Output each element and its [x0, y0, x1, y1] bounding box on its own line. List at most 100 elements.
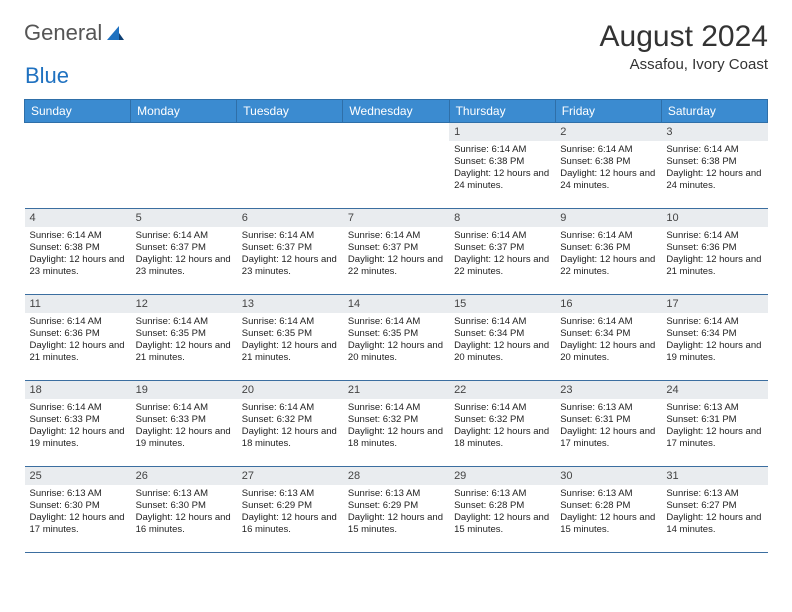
day-number: 10: [661, 209, 767, 227]
day-number: 30: [555, 467, 661, 485]
calendar-cell: 23Sunrise: 6:13 AMSunset: 6:31 PMDayligh…: [555, 381, 661, 467]
day-number: 25: [25, 467, 131, 485]
calendar-cell: 11Sunrise: 6:14 AMSunset: 6:36 PMDayligh…: [25, 295, 131, 381]
day-body: Sunrise: 6:14 AMSunset: 6:34 PMDaylight:…: [555, 313, 661, 368]
day-number: 14: [343, 295, 449, 313]
calendar-cell: 16Sunrise: 6:14 AMSunset: 6:34 PMDayligh…: [555, 295, 661, 381]
calendar-row: 11Sunrise: 6:14 AMSunset: 6:36 PMDayligh…: [25, 295, 768, 381]
day-body: Sunrise: 6:13 AMSunset: 6:29 PMDaylight:…: [343, 485, 449, 540]
day-body: Sunrise: 6:14 AMSunset: 6:38 PMDaylight:…: [25, 227, 131, 282]
day-number: 24: [661, 381, 767, 399]
day-number: 7: [343, 209, 449, 227]
calendar-cell: 17Sunrise: 6:14 AMSunset: 6:34 PMDayligh…: [661, 295, 767, 381]
day-body: Sunrise: 6:14 AMSunset: 6:35 PMDaylight:…: [343, 313, 449, 368]
calendar-cell: 10Sunrise: 6:14 AMSunset: 6:36 PMDayligh…: [661, 209, 767, 295]
calendar-cell: 20Sunrise: 6:14 AMSunset: 6:32 PMDayligh…: [237, 381, 343, 467]
day-body: Sunrise: 6:14 AMSunset: 6:36 PMDaylight:…: [555, 227, 661, 282]
month-title: August 2024: [600, 20, 768, 54]
day-body: Sunrise: 6:14 AMSunset: 6:34 PMDaylight:…: [661, 313, 767, 368]
calendar-cell: 31Sunrise: 6:13 AMSunset: 6:27 PMDayligh…: [661, 467, 767, 553]
calendar-cell: 9Sunrise: 6:14 AMSunset: 6:36 PMDaylight…: [555, 209, 661, 295]
calendar-cell: 28Sunrise: 6:13 AMSunset: 6:29 PMDayligh…: [343, 467, 449, 553]
weekday-header: Tuesday: [237, 100, 343, 123]
logo-sail-icon: [105, 24, 125, 42]
calendar-row: 1Sunrise: 6:14 AMSunset: 6:38 PMDaylight…: [25, 123, 768, 209]
day-body: Sunrise: 6:13 AMSunset: 6:28 PMDaylight:…: [449, 485, 555, 540]
calendar-cell: 21Sunrise: 6:14 AMSunset: 6:32 PMDayligh…: [343, 381, 449, 467]
day-body: Sunrise: 6:14 AMSunset: 6:32 PMDaylight:…: [237, 399, 343, 454]
day-body: Sunrise: 6:14 AMSunset: 6:38 PMDaylight:…: [555, 141, 661, 196]
calendar-cell: 30Sunrise: 6:13 AMSunset: 6:28 PMDayligh…: [555, 467, 661, 553]
day-body: Sunrise: 6:14 AMSunset: 6:36 PMDaylight:…: [25, 313, 131, 368]
calendar-row: 18Sunrise: 6:14 AMSunset: 6:33 PMDayligh…: [25, 381, 768, 467]
day-body: Sunrise: 6:14 AMSunset: 6:32 PMDaylight:…: [343, 399, 449, 454]
calendar-cell: [343, 123, 449, 209]
day-number: 21: [343, 381, 449, 399]
day-number: 31: [661, 467, 767, 485]
day-number: 23: [555, 381, 661, 399]
day-number: 26: [131, 467, 237, 485]
day-body: Sunrise: 6:14 AMSunset: 6:38 PMDaylight:…: [449, 141, 555, 196]
weekday-header: Saturday: [661, 100, 767, 123]
calendar-cell: 26Sunrise: 6:13 AMSunset: 6:30 PMDayligh…: [131, 467, 237, 553]
day-number: 22: [449, 381, 555, 399]
day-body: Sunrise: 6:14 AMSunset: 6:32 PMDaylight:…: [449, 399, 555, 454]
day-number: 28: [343, 467, 449, 485]
day-number: 4: [25, 209, 131, 227]
day-body: Sunrise: 6:14 AMSunset: 6:35 PMDaylight:…: [131, 313, 237, 368]
calendar-cell: 5Sunrise: 6:14 AMSunset: 6:37 PMDaylight…: [131, 209, 237, 295]
calendar-body: 1Sunrise: 6:14 AMSunset: 6:38 PMDaylight…: [25, 123, 768, 553]
calendar-cell: 18Sunrise: 6:14 AMSunset: 6:33 PMDayligh…: [25, 381, 131, 467]
day-body: Sunrise: 6:14 AMSunset: 6:34 PMDaylight:…: [449, 313, 555, 368]
day-number: 29: [449, 467, 555, 485]
day-number: 17: [661, 295, 767, 313]
day-body: Sunrise: 6:14 AMSunset: 6:37 PMDaylight:…: [343, 227, 449, 282]
location: Assafou, Ivory Coast: [600, 56, 768, 73]
day-body: Sunrise: 6:14 AMSunset: 6:33 PMDaylight:…: [25, 399, 131, 454]
day-number: 18: [25, 381, 131, 399]
day-number: 8: [449, 209, 555, 227]
day-body: Sunrise: 6:14 AMSunset: 6:37 PMDaylight:…: [131, 227, 237, 282]
weekday-header: Sunday: [25, 100, 131, 123]
calendar-row: 4Sunrise: 6:14 AMSunset: 6:38 PMDaylight…: [25, 209, 768, 295]
day-body: Sunrise: 6:13 AMSunset: 6:31 PMDaylight:…: [555, 399, 661, 454]
weekday-header: Monday: [131, 100, 237, 123]
day-number: 11: [25, 295, 131, 313]
calendar-cell: [237, 123, 343, 209]
calendar-cell: 15Sunrise: 6:14 AMSunset: 6:34 PMDayligh…: [449, 295, 555, 381]
day-number: 27: [237, 467, 343, 485]
calendar-cell: 24Sunrise: 6:13 AMSunset: 6:31 PMDayligh…: [661, 381, 767, 467]
day-body: Sunrise: 6:14 AMSunset: 6:36 PMDaylight:…: [661, 227, 767, 282]
day-body: Sunrise: 6:14 AMSunset: 6:38 PMDaylight:…: [661, 141, 767, 196]
calendar-cell: 22Sunrise: 6:14 AMSunset: 6:32 PMDayligh…: [449, 381, 555, 467]
calendar-header-row: SundayMondayTuesdayWednesdayThursdayFrid…: [25, 100, 768, 123]
logo: General: [24, 20, 127, 46]
calendar-cell: 12Sunrise: 6:14 AMSunset: 6:35 PMDayligh…: [131, 295, 237, 381]
day-body: Sunrise: 6:13 AMSunset: 6:30 PMDaylight:…: [25, 485, 131, 540]
day-body: Sunrise: 6:13 AMSunset: 6:31 PMDaylight:…: [661, 399, 767, 454]
calendar-table: SundayMondayTuesdayWednesdayThursdayFrid…: [24, 99, 768, 553]
logo-text-blue: Blue: [25, 63, 69, 88]
calendar-cell: 14Sunrise: 6:14 AMSunset: 6:35 PMDayligh…: [343, 295, 449, 381]
calendar-cell: 27Sunrise: 6:13 AMSunset: 6:29 PMDayligh…: [237, 467, 343, 553]
weekday-header: Friday: [555, 100, 661, 123]
calendar-cell: 8Sunrise: 6:14 AMSunset: 6:37 PMDaylight…: [449, 209, 555, 295]
day-body: Sunrise: 6:13 AMSunset: 6:27 PMDaylight:…: [661, 485, 767, 540]
day-number: 1: [449, 123, 555, 141]
calendar-row: 25Sunrise: 6:13 AMSunset: 6:30 PMDayligh…: [25, 467, 768, 553]
weekday-header: Wednesday: [343, 100, 449, 123]
logo-text-general: General: [24, 20, 102, 46]
calendar-cell: 3Sunrise: 6:14 AMSunset: 6:38 PMDaylight…: [661, 123, 767, 209]
day-number: 15: [449, 295, 555, 313]
day-number: 3: [661, 123, 767, 141]
calendar-cell: [25, 123, 131, 209]
calendar-cell: 2Sunrise: 6:14 AMSunset: 6:38 PMDaylight…: [555, 123, 661, 209]
title-block: August 2024 Assafou, Ivory Coast: [600, 20, 768, 73]
calendar-cell: 19Sunrise: 6:14 AMSunset: 6:33 PMDayligh…: [131, 381, 237, 467]
day-number: 12: [131, 295, 237, 313]
day-body: Sunrise: 6:14 AMSunset: 6:37 PMDaylight:…: [237, 227, 343, 282]
calendar-cell: [131, 123, 237, 209]
calendar-cell: 25Sunrise: 6:13 AMSunset: 6:30 PMDayligh…: [25, 467, 131, 553]
calendar-cell: 1Sunrise: 6:14 AMSunset: 6:38 PMDaylight…: [449, 123, 555, 209]
day-number: 5: [131, 209, 237, 227]
